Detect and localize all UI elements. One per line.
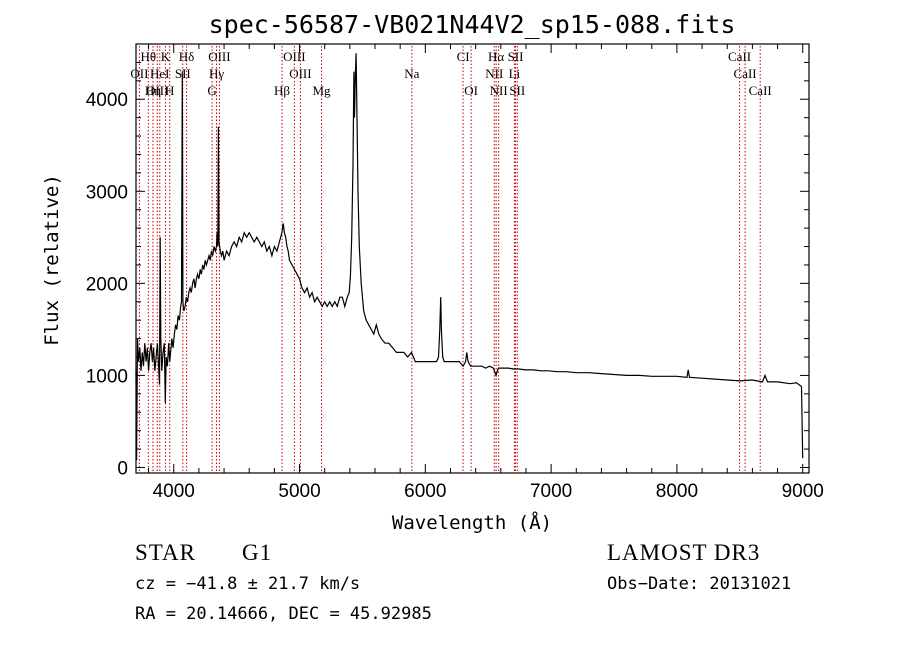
line-label-26: SII xyxy=(509,83,525,98)
line-label-14: NII xyxy=(485,66,503,81)
line-label-7: SII xyxy=(508,49,524,64)
chart-title: spec-56587-VB021N44V2_sp15-088.fits xyxy=(209,10,736,39)
line-label-23: Na xyxy=(404,66,419,81)
survey-name: LAMOST DR3 xyxy=(607,540,761,565)
ra-dec-coordinates: RA = 20.14666, DEC = 45.92985 xyxy=(135,604,432,624)
y-tick-label-2: 2000 xyxy=(86,274,128,295)
x-tick-label-1: 5000 xyxy=(278,481,320,502)
x-axis-label: Wavelength (Å) xyxy=(392,511,552,534)
flux-series-line xyxy=(135,53,804,461)
line-label-15: Li xyxy=(509,66,521,81)
line-label-13: OIII xyxy=(289,66,311,81)
line-label-9: OII xyxy=(130,66,148,81)
line-label-24: OI xyxy=(464,83,478,98)
observation-date: Obs−Date: 20131021 xyxy=(607,574,792,594)
line-label-12: Hγ xyxy=(209,66,224,81)
x-tick-label-4: 8000 xyxy=(656,481,698,502)
line-label-10: HeI xyxy=(150,66,170,81)
x-tick-label-0: 4000 xyxy=(153,481,195,502)
line-label-4: OIII xyxy=(283,49,305,64)
y-axis-label: Flux (relative) xyxy=(41,174,63,346)
x-tick-label-3: 7000 xyxy=(530,481,572,502)
line-label-3: OIII xyxy=(208,49,230,64)
plot-frame xyxy=(135,43,810,474)
line-label-0: Hθ xyxy=(141,49,157,64)
axis-ticks: 4000 5000 6000 7000 8000 9000 0 1000 2000 3000 400… xyxy=(86,44,824,502)
spectral-line-markers xyxy=(138,46,761,473)
line-label-27: CaII xyxy=(749,83,772,98)
x-tick-label-5: 9000 xyxy=(782,481,824,502)
line-label-21: Hβ xyxy=(274,83,290,98)
redshift-velocity: cz = −41.8 ± 21.7 km/s xyxy=(135,574,361,594)
line-label-1: K xyxy=(161,49,171,64)
line-label-19: H xyxy=(165,83,174,98)
line-label-2: Hδ xyxy=(179,49,195,64)
y-tick-label-4: 4000 xyxy=(86,90,128,111)
object-class: STAR xyxy=(135,540,196,565)
y-tick-label-0: 0 xyxy=(117,458,128,479)
line-label-22: Mg xyxy=(313,83,332,98)
line-label-6: Hα xyxy=(488,49,504,64)
line-label-8: CaII xyxy=(728,49,751,64)
line-label-25: NII xyxy=(490,83,508,98)
line-label-18: Hη xyxy=(145,83,161,98)
y-tick-label-1: 1000 xyxy=(86,366,128,387)
line-label-16: CaII xyxy=(734,66,757,81)
spectral-line-labels: Hθ K Hδ OIII OIII CI Hα SII CaII OII HeI SII Hγ OIII N… xyxy=(130,49,771,98)
line-label-17: OIII xyxy=(146,83,168,98)
x-tick-label-2: 6000 xyxy=(404,481,446,502)
line-label-5: CI xyxy=(457,49,470,64)
line-label-20: G xyxy=(207,83,216,98)
y-tick-label-3: 3000 xyxy=(86,182,128,203)
object-subclass: G1 xyxy=(242,540,273,565)
